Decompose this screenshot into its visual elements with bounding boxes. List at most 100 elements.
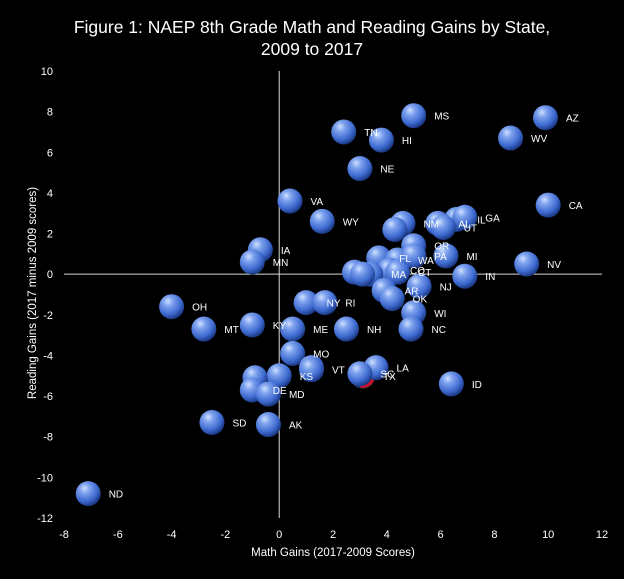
data-point xyxy=(401,243,427,269)
state-label: IN xyxy=(485,272,495,283)
state-label: CA xyxy=(569,201,583,212)
y-tick-label: 6 xyxy=(47,147,53,159)
y-tick-label: 8 xyxy=(47,107,53,119)
x-tick-label: 4 xyxy=(384,529,390,541)
state-label: OK xyxy=(413,295,428,306)
state-label: NH xyxy=(367,325,381,336)
state-label: FL xyxy=(399,254,411,265)
state-label: WV xyxy=(531,134,547,145)
data-point xyxy=(255,412,281,438)
state-label: MS xyxy=(434,112,449,123)
state-label: MN xyxy=(273,258,289,269)
x-tick-label: 6 xyxy=(438,529,444,541)
state-label: AZ xyxy=(566,114,579,125)
y-axis-label: Reading Gains (2017 minus 2009 scores) xyxy=(27,187,39,399)
data-point xyxy=(433,243,459,269)
state-label: LA xyxy=(397,364,410,375)
state-label: NJ xyxy=(440,282,452,293)
y-tick-label: 10 xyxy=(41,66,53,78)
data-point xyxy=(452,263,478,289)
y-tick-label: -2 xyxy=(43,310,53,322)
x-tick-label: 2 xyxy=(330,529,336,541)
data-point xyxy=(379,286,405,312)
data-point xyxy=(438,371,464,397)
y-tick-label: -6 xyxy=(43,391,53,403)
data-point xyxy=(406,273,432,299)
chart-title-line2: 2009 to 2017 xyxy=(261,39,363,59)
state-label: ID xyxy=(472,380,482,391)
state-label: AK xyxy=(289,421,303,432)
state-label: OH xyxy=(192,303,207,314)
tick-labels: -8 -6 -4 -2 0 2 4 6 8 10 12 -12 -10 -8 -6 -4 -2 0 2 4 6 8 10 xyxy=(37,66,608,541)
state-label: KS xyxy=(300,372,314,383)
data-point xyxy=(159,294,185,320)
x-tick-label: -2 xyxy=(221,529,231,541)
x-tick-label: 8 xyxy=(491,529,497,541)
state-label: GA xyxy=(485,213,500,224)
data-point xyxy=(280,340,306,366)
state-label: AL xyxy=(458,219,471,230)
y-tick-label: -4 xyxy=(43,350,53,362)
data-point xyxy=(255,381,281,407)
data-point xyxy=(398,316,424,342)
data-point xyxy=(277,188,303,214)
state-label: TX xyxy=(383,372,396,383)
x-tick-label: 12 xyxy=(596,529,608,541)
data-point xyxy=(239,312,265,338)
data-point xyxy=(401,103,427,129)
state-label: WI xyxy=(434,309,446,320)
state-label: OR xyxy=(434,242,449,253)
state-label: VA xyxy=(310,197,323,208)
data-point xyxy=(333,316,359,342)
data-points xyxy=(75,103,561,507)
state-label: SC xyxy=(380,370,394,381)
state-label: NC xyxy=(432,325,446,336)
state-label: ND xyxy=(109,490,123,501)
y-tick-label: -10 xyxy=(37,472,53,484)
data-point xyxy=(191,316,217,342)
data-point xyxy=(239,249,265,275)
data-point xyxy=(385,259,411,285)
state-label: MO xyxy=(313,349,329,360)
data-point xyxy=(533,105,559,131)
state-label: PA xyxy=(434,252,447,263)
state-label: KY xyxy=(273,321,287,332)
state-label: CT xyxy=(418,268,431,279)
state-label: MT xyxy=(224,325,238,336)
y-tick-label: 0 xyxy=(47,269,53,281)
data-point xyxy=(331,119,357,145)
data-point xyxy=(514,251,540,277)
state-label: HI xyxy=(402,136,412,147)
state-label: MA xyxy=(391,270,406,281)
data-point xyxy=(75,481,101,507)
data-point xyxy=(452,204,478,230)
data-point xyxy=(293,290,319,316)
state-label: ME xyxy=(313,325,328,336)
data-point xyxy=(498,125,524,151)
axes xyxy=(64,71,602,518)
data-point xyxy=(199,410,225,436)
state-label: MI xyxy=(466,252,477,263)
y-tick-label: 2 xyxy=(47,229,53,241)
state-label: CO xyxy=(410,266,425,277)
data-point xyxy=(347,361,373,387)
y-tick-label: -8 xyxy=(43,432,53,444)
data-point xyxy=(309,208,335,234)
y-tick-label: 4 xyxy=(47,188,53,200)
data-point xyxy=(368,127,394,153)
data-point xyxy=(280,316,306,342)
state-label: TN xyxy=(364,128,377,139)
data-point xyxy=(266,363,292,389)
state-label: DE xyxy=(273,386,287,397)
data-point xyxy=(430,214,456,240)
state-label: WY xyxy=(343,217,359,228)
state-label: NM xyxy=(423,219,439,230)
state-label: WA xyxy=(418,256,434,267)
state-label: MD xyxy=(289,390,305,401)
state-label: NY xyxy=(327,299,341,310)
x-axis-label: Math Gains (2017-2009 Scores) xyxy=(251,547,415,559)
state-label: IL xyxy=(477,215,486,226)
